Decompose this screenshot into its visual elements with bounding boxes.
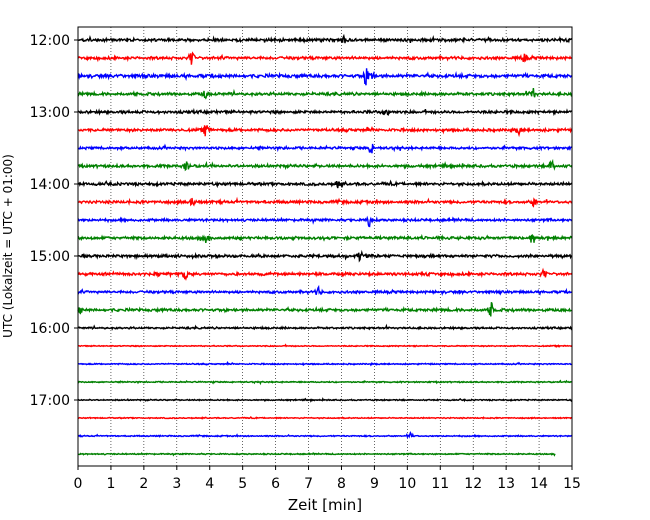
trace-line xyxy=(77,430,573,440)
trace-line xyxy=(77,397,573,403)
y-tick-label: 14:00 xyxy=(30,177,70,193)
trace-line xyxy=(77,87,573,100)
trace-line xyxy=(77,68,573,86)
x-tick-label: 4 xyxy=(205,476,214,492)
y-tick-label: 16:00 xyxy=(30,321,70,337)
y-axis-ticks: 12:00 13:00 14:00 15:00 16:00 17:00 xyxy=(30,33,78,409)
x-tick-label: 12 xyxy=(464,476,482,492)
trace-line xyxy=(77,107,572,117)
trace-line xyxy=(77,158,573,172)
trace-line xyxy=(77,379,573,386)
x-tick-label: 3 xyxy=(172,476,181,492)
x-tick-label: 6 xyxy=(271,476,280,492)
trace-series xyxy=(77,33,573,457)
trace-line xyxy=(77,416,572,420)
trace-line xyxy=(77,284,573,296)
y-axis-label: UTC (Lokalzeit = UTC + 01:00) xyxy=(1,154,15,338)
y-tick-label: 12:00 xyxy=(30,33,70,49)
trace-line xyxy=(77,143,573,154)
trace-line xyxy=(77,323,573,331)
trace-line xyxy=(77,451,556,457)
x-tick-label: 15 xyxy=(563,476,581,492)
x-axis-ticks: 0 1 2 3 4 5 6 7 8 9 10 11 12 13 14 15 xyxy=(74,466,581,492)
x-tick-label: 2 xyxy=(139,476,148,492)
x-tick-label: 13 xyxy=(497,476,515,492)
x-axis-label: Zeit [min] xyxy=(288,496,362,514)
trace-line xyxy=(77,196,572,208)
trace-line xyxy=(77,360,573,367)
x-tick-label: 10 xyxy=(398,476,416,492)
y-tick-label: 13:00 xyxy=(30,105,70,121)
y-tick-label: 17:00 xyxy=(30,393,70,409)
trace-line xyxy=(77,267,573,282)
x-tick-label: 9 xyxy=(370,476,379,492)
x-tick-label: 11 xyxy=(431,476,449,492)
trace-line xyxy=(77,179,573,189)
trace-line xyxy=(77,215,573,228)
plot-frame xyxy=(77,26,573,467)
x-tick-label: 5 xyxy=(238,476,247,492)
x-tick-label: 0 xyxy=(74,476,83,492)
y-tick-label: 15:00 xyxy=(30,249,70,265)
trace-line xyxy=(77,233,573,244)
trace-line xyxy=(77,249,572,263)
trace-line xyxy=(77,125,573,138)
x-tick-label: 8 xyxy=(337,476,346,492)
grid-lines xyxy=(110,27,540,466)
x-tick-label: 14 xyxy=(530,476,548,492)
trace-line xyxy=(77,343,573,349)
x-tick-label: 1 xyxy=(106,476,115,492)
trace-line xyxy=(77,51,573,65)
trace-line xyxy=(77,301,572,317)
x-tick-label: 7 xyxy=(304,476,313,492)
trace-line xyxy=(77,33,573,44)
